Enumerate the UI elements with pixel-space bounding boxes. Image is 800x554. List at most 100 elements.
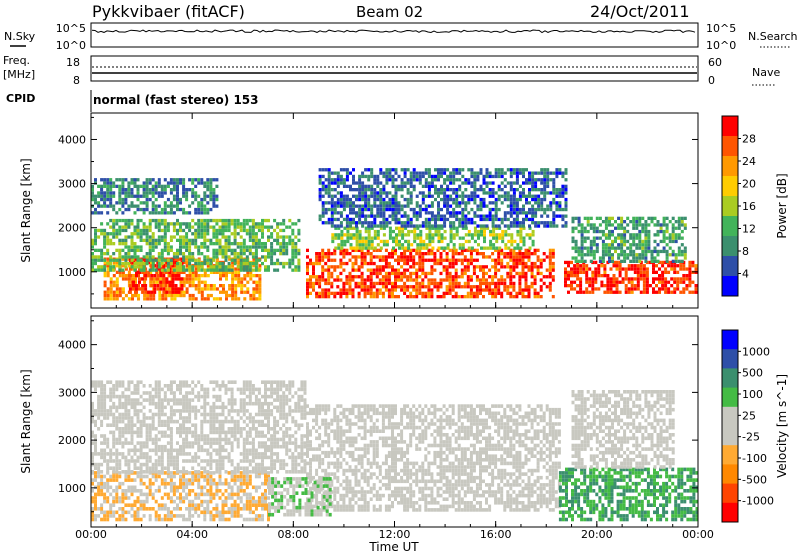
power-cell bbox=[342, 281, 346, 286]
power-cell bbox=[548, 265, 552, 269]
power-cell bbox=[536, 268, 540, 272]
power-cell bbox=[321, 278, 325, 282]
power-cell bbox=[479, 268, 482, 272]
power-cell bbox=[409, 191, 413, 195]
power-cell bbox=[437, 224, 440, 228]
power-cell bbox=[494, 271, 498, 276]
power-cell bbox=[209, 265, 213, 269]
power-cell bbox=[394, 217, 398, 222]
power-cell bbox=[285, 242, 289, 246]
power-cell bbox=[691, 290, 695, 294]
power-cell bbox=[358, 221, 362, 225]
velocity-cell bbox=[94, 462, 97, 467]
power-cell bbox=[512, 275, 516, 279]
power-cell bbox=[171, 264, 175, 268]
power-cell bbox=[662, 229, 666, 234]
power-cell bbox=[142, 207, 146, 212]
power-cell bbox=[151, 245, 155, 249]
velocity-cell bbox=[209, 478, 213, 482]
velocity-cell bbox=[100, 401, 104, 406]
power-cell bbox=[157, 222, 161, 226]
power-cell bbox=[440, 224, 443, 228]
power-cell bbox=[497, 252, 501, 256]
power-cell bbox=[182, 178, 186, 182]
power-cell bbox=[627, 290, 631, 294]
power-cell bbox=[94, 248, 97, 252]
power-cell bbox=[273, 261, 277, 266]
power-cell bbox=[237, 257, 241, 261]
power-cell bbox=[179, 225, 182, 229]
power-cell bbox=[451, 285, 455, 289]
power-cell bbox=[385, 239, 389, 244]
power-cell bbox=[427, 188, 431, 192]
power-cell bbox=[124, 267, 128, 271]
velocity-cell bbox=[254, 503, 258, 507]
power-cell bbox=[440, 188, 443, 192]
power-cell bbox=[182, 290, 186, 294]
power-cell bbox=[694, 270, 698, 274]
power-cell bbox=[279, 248, 283, 252]
power-cell bbox=[218, 218, 222, 223]
velocity-cell bbox=[109, 448, 113, 453]
power-cell bbox=[127, 204, 131, 208]
power-cell bbox=[118, 255, 122, 259]
power-cell bbox=[136, 255, 140, 259]
power-cell bbox=[370, 224, 374, 228]
power-cell bbox=[376, 236, 380, 240]
power-cell bbox=[555, 171, 559, 175]
power-cell bbox=[139, 258, 143, 262]
velocity-cell bbox=[91, 416, 94, 420]
power-cell bbox=[154, 184, 158, 188]
power-cell bbox=[391, 271, 394, 276]
power-cell bbox=[142, 211, 146, 215]
power-cell bbox=[118, 268, 122, 272]
velocity-cell bbox=[151, 481, 155, 486]
power-cell bbox=[460, 258, 464, 262]
power-cell bbox=[166, 225, 170, 229]
power-cell bbox=[230, 252, 234, 256]
power-cell bbox=[642, 290, 646, 294]
velocity-cell bbox=[251, 517, 255, 522]
power-cell bbox=[136, 222, 140, 226]
power-cell bbox=[354, 281, 358, 286]
power-cell bbox=[245, 228, 249, 233]
velocity-cell bbox=[118, 514, 122, 518]
velocity-cell bbox=[106, 416, 110, 420]
power-cell bbox=[491, 291, 495, 295]
power-cell bbox=[141, 284, 145, 288]
power-cell bbox=[121, 184, 125, 188]
power-cell bbox=[100, 258, 104, 262]
power-cell bbox=[255, 297, 259, 301]
velocity-cell bbox=[100, 423, 104, 427]
power-cell bbox=[177, 287, 181, 291]
power-cell bbox=[424, 258, 428, 262]
power-cell bbox=[251, 218, 255, 223]
power-cell bbox=[215, 268, 219, 272]
power-cell bbox=[330, 252, 334, 256]
power-cell bbox=[636, 264, 640, 268]
velocity-cell bbox=[221, 492, 225, 497]
power-cell bbox=[382, 188, 386, 192]
power-cell bbox=[419, 229, 423, 234]
power-cell bbox=[355, 211, 358, 215]
power-cell bbox=[430, 265, 434, 269]
velocity-cell bbox=[127, 478, 131, 482]
power-cell bbox=[620, 253, 624, 257]
velocity-cell bbox=[188, 514, 192, 518]
power-cell bbox=[264, 218, 267, 223]
power-cell bbox=[321, 181, 325, 185]
power-cell bbox=[589, 249, 593, 254]
power-cell bbox=[315, 278, 319, 282]
power-cell bbox=[495, 246, 499, 250]
power-cell bbox=[421, 271, 425, 276]
power-cell bbox=[512, 197, 516, 202]
power-cell bbox=[176, 194, 179, 198]
power-cell bbox=[142, 188, 146, 192]
power-cell bbox=[394, 184, 398, 188]
power-cell bbox=[506, 271, 510, 276]
power-cell bbox=[463, 281, 467, 286]
power-cell bbox=[591, 280, 595, 284]
power-cell bbox=[494, 211, 498, 215]
power-cell bbox=[115, 280, 119, 284]
power-cell bbox=[506, 252, 510, 256]
